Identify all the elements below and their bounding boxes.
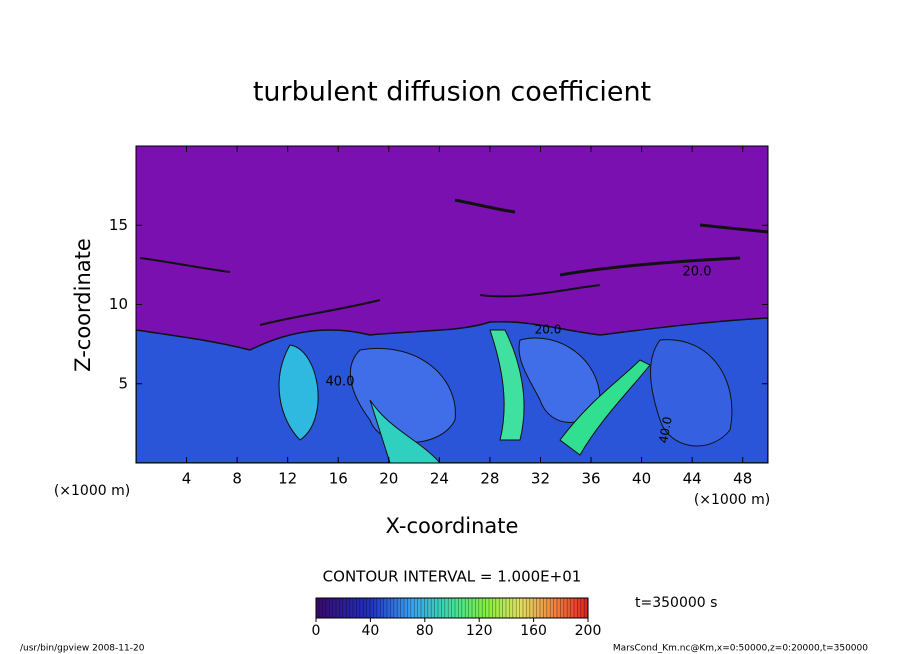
y-tick-label: 10 <box>109 295 128 313</box>
y-tick-label: 15 <box>109 216 128 234</box>
colorbar-tick-label: 160 <box>520 623 547 639</box>
x-tick-label: 12 <box>278 470 297 488</box>
chart-title: turbulent diffusion coefficient <box>253 77 651 108</box>
x-tick-label: 40 <box>632 470 651 488</box>
x-tick-label: 24 <box>430 470 449 488</box>
x-tick-label: 20 <box>379 470 398 488</box>
colorbar-tick-label: 40 <box>361 623 379 639</box>
contour-interval: CONTOUR INTERVAL = 1.000E+01 <box>323 568 582 586</box>
footer-left: /usr/bin/gpview 2008-11-20 <box>20 644 145 654</box>
x-tick-label: 16 <box>329 470 348 488</box>
colorbar-tick-label: 200 <box>575 623 602 639</box>
x-tick-label: 4 <box>182 470 192 488</box>
x-tick-label: 44 <box>683 470 702 488</box>
y-tick-label: 5 <box>118 374 128 392</box>
contour-field <box>136 146 768 463</box>
contour-label: 40.0 <box>656 416 674 445</box>
colorbar-tick-label: 80 <box>416 623 434 639</box>
colorbar-tick-label: 0 <box>312 623 321 639</box>
footer-right: MarsCond_Km.nc@Km,x=0:50000,z=0:20000,t=… <box>613 644 868 654</box>
x-tick-label: 32 <box>531 470 550 488</box>
x-tick-label: 36 <box>581 470 600 488</box>
x-axis-label: X-coordinate <box>386 514 519 538</box>
time-label: t=350000 s <box>635 595 717 611</box>
contour-label: 20.0 <box>535 323 562 337</box>
x-tick-label: 48 <box>733 470 752 488</box>
colorbar <box>315 597 589 619</box>
y-axis-label: Z-coordinate <box>71 238 95 372</box>
contour-label: 20.0 <box>683 265 712 280</box>
x-tick-label: 8 <box>232 470 242 488</box>
contour-label: 40.0 <box>326 375 355 390</box>
x-unit-label: (×1000 m) <box>54 483 130 499</box>
x-tick-label: 28 <box>480 470 499 488</box>
x-unit-label: (×1000 m) <box>694 492 770 508</box>
colorbar-tick-label: 120 <box>466 623 493 639</box>
